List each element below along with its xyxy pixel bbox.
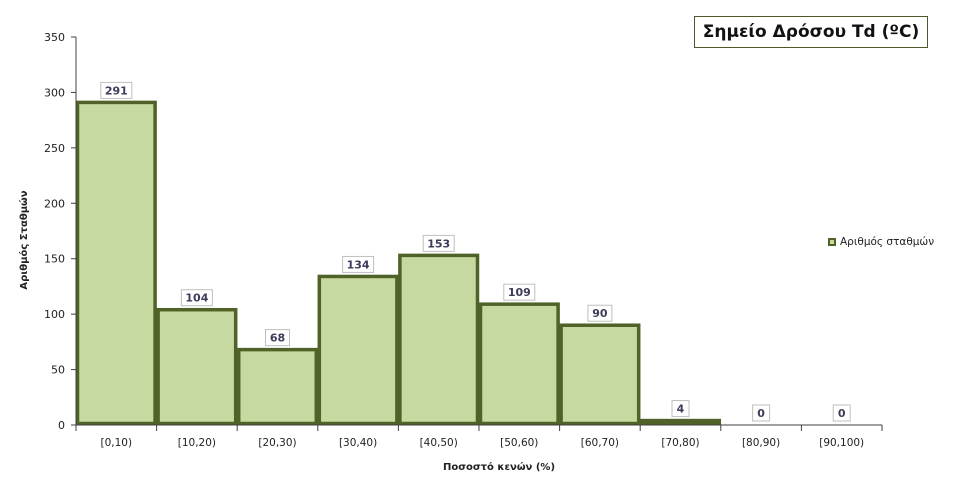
- data-label-box: [832, 404, 851, 422]
- legend: Αριθμός σταθμών: [828, 236, 934, 248]
- data-label: 153: [427, 237, 450, 250]
- data-labels-layer: 291 104 68 134 153 109 90 4 0 0: [100, 81, 851, 422]
- data-label-box: [503, 283, 536, 301]
- y-tick-label: 150: [44, 253, 65, 266]
- data-label: 109: [508, 286, 531, 299]
- chart-title: Σημείο Δρόσου Td (ºC): [694, 16, 928, 48]
- bar-[10,20): [156, 307, 238, 426]
- data-label: 68: [270, 332, 285, 345]
- x-tick-label: [40,50): [420, 437, 458, 449]
- data-label: 0: [757, 407, 765, 420]
- y-tick-label: 300: [44, 86, 65, 99]
- x-tick-label: [30,40): [339, 437, 377, 449]
- data-label: 134: [347, 258, 370, 271]
- data-label-box: [342, 255, 375, 273]
- x-tick-label: [10,20): [178, 437, 216, 449]
- data-label: 90: [592, 307, 608, 320]
- y-axis-title: Αριθμός Σταθμών: [18, 190, 30, 289]
- bar-[40,50): [398, 253, 480, 426]
- x-tick-label: [90,100): [819, 437, 864, 449]
- data-label-box: [752, 404, 771, 422]
- y-tick-label: 350: [44, 31, 65, 44]
- x-tick-label: [20,30): [258, 437, 296, 449]
- data-label-box: [587, 304, 613, 322]
- data-label: 4: [677, 403, 685, 416]
- bar-[20,30): [236, 347, 319, 426]
- bar-[50,60): [478, 302, 560, 426]
- bar-[30,40): [317, 274, 399, 426]
- axes-layer: 0 50 100 150 200 250 300 350 [0,10) [10,20) [20,30…: [44, 31, 883, 449]
- data-label-box: [671, 400, 690, 418]
- data-label-box: [100, 81, 133, 99]
- x-tick-label: [0,10): [101, 437, 133, 449]
- y-tick-label: 50: [51, 364, 65, 377]
- legend-swatch: [828, 238, 836, 246]
- x-tick-label: [70,80): [661, 437, 699, 449]
- data-label: 291: [105, 84, 128, 97]
- bar-[0,10): [75, 100, 157, 426]
- x-tick-label: [60,70): [581, 437, 619, 449]
- data-label-box: [422, 234, 455, 252]
- y-tick-label: 0: [58, 419, 65, 432]
- y-tick-label: 100: [44, 308, 65, 321]
- data-label: 0: [838, 407, 846, 420]
- data-label: 104: [185, 292, 208, 305]
- bars-layer: [75, 100, 722, 426]
- y-tick-label: 250: [44, 142, 65, 155]
- bar-[70,80): [639, 418, 722, 426]
- x-tick-label: [80,90): [742, 437, 780, 449]
- y-tick-label: 200: [44, 197, 65, 210]
- x-tick-label: [50,60): [500, 437, 538, 449]
- data-label-box: [265, 329, 290, 347]
- legend-label: Αριθμός σταθμών: [840, 236, 935, 248]
- data-label-box: [180, 289, 213, 307]
- bar-[60,70): [559, 323, 641, 426]
- x-axis-title: Ποσοστό κενών (%): [443, 461, 555, 473]
